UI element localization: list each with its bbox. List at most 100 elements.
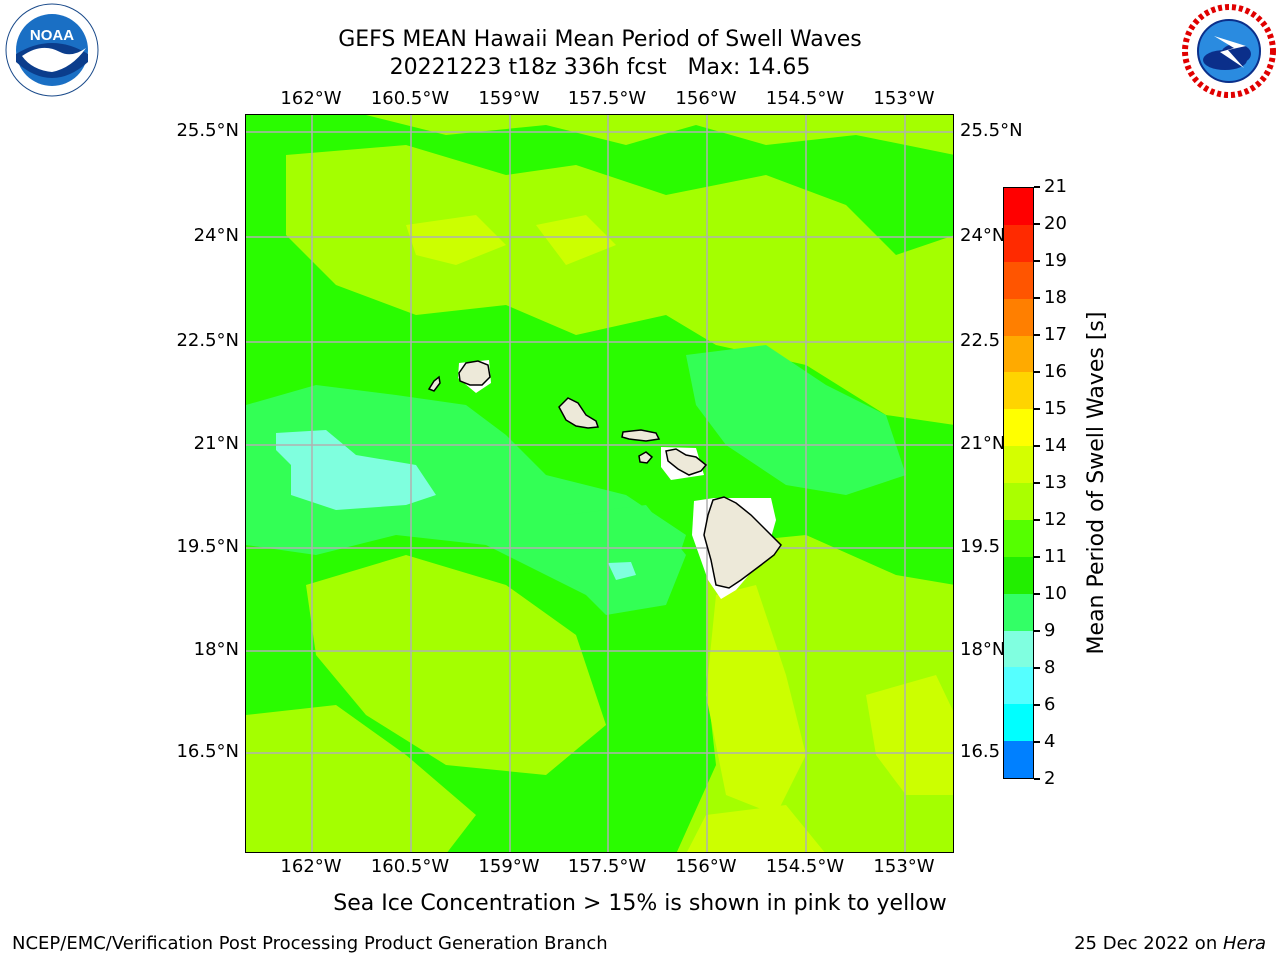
colorbar-tick-mark bbox=[1034, 260, 1040, 262]
lat-label-left: 18°N bbox=[193, 639, 239, 660]
colorbar-tick-mark bbox=[1034, 704, 1040, 706]
colorbar-band bbox=[1004, 593, 1033, 631]
svg-text:NOAA: NOAA bbox=[30, 27, 74, 44]
lon-label-top: 156°W bbox=[675, 88, 737, 109]
colorbar-tick-mark bbox=[1034, 556, 1040, 558]
colorbar-band bbox=[1004, 519, 1033, 557]
colorbar-tick-label: 10 bbox=[1044, 583, 1067, 604]
colorbar-tick-mark bbox=[1034, 223, 1040, 225]
lon-label-top: 157.5°W bbox=[567, 88, 647, 109]
map-panel[interactable] bbox=[245, 114, 954, 853]
colorbar-band bbox=[1004, 483, 1033, 520]
colorbar-tick-label: 13 bbox=[1044, 472, 1067, 493]
colorbar-tick-label: 16 bbox=[1044, 361, 1067, 382]
colorbar-tick-mark bbox=[1034, 408, 1040, 410]
colorbar-tick-mark bbox=[1034, 667, 1040, 669]
colorbar-band bbox=[1004, 741, 1033, 778]
lat-label-left: 21°N bbox=[193, 433, 239, 454]
colorbar-band bbox=[1004, 667, 1033, 705]
colorbar-tick-label: 8 bbox=[1044, 657, 1056, 678]
lat-label-right: 24°N bbox=[960, 225, 1006, 246]
footer-date: 25 Dec 2022 on Hera bbox=[1074, 934, 1266, 954]
chart-subtitle: 20221223 t18z 336h fcst Max: 14.65 bbox=[389, 55, 811, 80]
lat-label-right: 19.5 bbox=[960, 536, 1001, 557]
island-hawaii bbox=[703, 496, 782, 589]
colorbar-band bbox=[1004, 446, 1033, 483]
footer-credit: NCEP/EMC/Verification Post Processing Pr… bbox=[12, 933, 608, 954]
colorbar-tick-mark bbox=[1034, 334, 1040, 336]
colorbar-band bbox=[1004, 704, 1033, 742]
colorbar-tick-label: 11 bbox=[1044, 546, 1067, 567]
island-maui bbox=[665, 448, 708, 476]
colorbar-tick-mark bbox=[1034, 482, 1040, 484]
chart-title: GEFS MEAN Hawaii Mean Period of Swell Wa… bbox=[338, 27, 862, 52]
nws-logo-icon bbox=[1180, 2, 1278, 100]
lat-label-right: 16.5 bbox=[960, 741, 1001, 762]
lat-label-left: 22.5°N bbox=[176, 330, 239, 351]
island-niihau bbox=[427, 375, 441, 392]
colorbar-tick-mark bbox=[1034, 593, 1040, 595]
colorbar-tick-label: 9 bbox=[1044, 620, 1056, 641]
colorbar-band bbox=[1004, 556, 1033, 594]
lon-label-top: 153°W bbox=[873, 88, 935, 109]
footer-date-text: 25 Dec 2022 on bbox=[1074, 933, 1223, 954]
lat-label-left: 24°N bbox=[193, 225, 239, 246]
footer-machine: Hera bbox=[1222, 933, 1266, 954]
colorbar-band bbox=[1004, 188, 1033, 225]
colorbar-band bbox=[1004, 409, 1033, 447]
lon-label-bottom: 156°W bbox=[675, 856, 737, 877]
colorbar-tick-label: 19 bbox=[1044, 250, 1067, 271]
island-oahu bbox=[558, 397, 600, 429]
noaa-logo-icon: NOAA bbox=[2, 2, 102, 102]
colorbar-tick-mark bbox=[1034, 186, 1040, 188]
colorbar-tick-mark bbox=[1034, 371, 1040, 373]
colorbar-tick-label: 2 bbox=[1044, 768, 1056, 789]
lon-label-bottom: 160.5°W bbox=[370, 856, 450, 877]
colorbar-tick-label: 21 bbox=[1044, 176, 1067, 197]
colorbar-tick-mark bbox=[1034, 741, 1040, 743]
colorbar-band bbox=[1004, 298, 1033, 336]
island-molokai bbox=[621, 429, 661, 442]
colorbar-tick-mark bbox=[1034, 630, 1040, 632]
lat-label-left: 25.5°N bbox=[176, 120, 239, 141]
colorbar-tick-label: 6 bbox=[1044, 694, 1056, 715]
lat-label-right: 21°N bbox=[960, 433, 1006, 454]
colorbar-band bbox=[1004, 335, 1033, 373]
colorbar-tick-mark bbox=[1034, 297, 1040, 299]
colorbar-tick-label: 14 bbox=[1044, 435, 1067, 456]
colorbar-tick-mark bbox=[1034, 519, 1040, 521]
lon-label-bottom: 154.5°W bbox=[765, 856, 845, 877]
colorbar-band bbox=[1004, 372, 1033, 410]
sea-ice-note: Sea Ice Concentration > 15% is shown in … bbox=[333, 891, 947, 916]
lon-label-top: 162°W bbox=[280, 88, 342, 109]
swell-period-field bbox=[246, 115, 953, 852]
colorbar-band bbox=[1004, 261, 1033, 299]
lon-label-bottom: 159°W bbox=[478, 856, 540, 877]
lon-label-bottom: 153°W bbox=[873, 856, 935, 877]
colorbar-tick-label: 15 bbox=[1044, 398, 1067, 419]
colorbar bbox=[1003, 187, 1034, 779]
colorbar-tick-label: 4 bbox=[1044, 731, 1056, 752]
colorbar-tick-mark bbox=[1034, 778, 1040, 780]
colorbar-tick-label: 12 bbox=[1044, 509, 1067, 530]
island-kauai bbox=[458, 360, 491, 386]
colorbar-band bbox=[1004, 630, 1033, 668]
lon-label-bottom: 162°W bbox=[280, 856, 342, 877]
colorbar-label: Mean Period of Swell Waves [s] bbox=[1084, 311, 1109, 655]
lon-label-top: 160.5°W bbox=[370, 88, 450, 109]
colorbar-tick-label: 20 bbox=[1044, 213, 1067, 234]
lat-label-right: 22.5 bbox=[960, 330, 1001, 351]
lat-label-right: 18°N bbox=[960, 639, 1006, 660]
lat-label-left: 16.5°N bbox=[176, 741, 239, 762]
colorbar-tick-label: 17 bbox=[1044, 324, 1067, 345]
colorbar-band bbox=[1004, 224, 1033, 262]
colorbar-ticks: 21 20 19 18 17 16 15 14 13 12 11 10 9 8 6 4 2 bbox=[1034, 177, 1090, 789]
colorbar-tick-mark bbox=[1034, 445, 1040, 447]
lat-label-left: 19.5°N bbox=[176, 536, 239, 557]
lon-label-top: 159°W bbox=[478, 88, 540, 109]
island-lanai bbox=[638, 451, 654, 464]
lon-label-top: 154.5°W bbox=[765, 88, 845, 109]
lat-label-right: 25.5°N bbox=[960, 120, 1023, 141]
lon-label-bottom: 157.5°W bbox=[567, 856, 647, 877]
colorbar-tick-label: 18 bbox=[1044, 287, 1067, 308]
